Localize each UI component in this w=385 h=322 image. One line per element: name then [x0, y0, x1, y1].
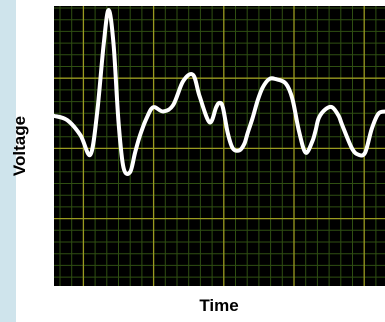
- x-axis-label: Time: [199, 296, 239, 315]
- voltage-trace-line: [54, 8, 385, 176]
- oscilloscope-plot: [54, 6, 385, 286]
- trace-layer: [54, 8, 385, 176]
- plot-area: [54, 6, 385, 286]
- y-axis-label: Voltage: [10, 115, 29, 177]
